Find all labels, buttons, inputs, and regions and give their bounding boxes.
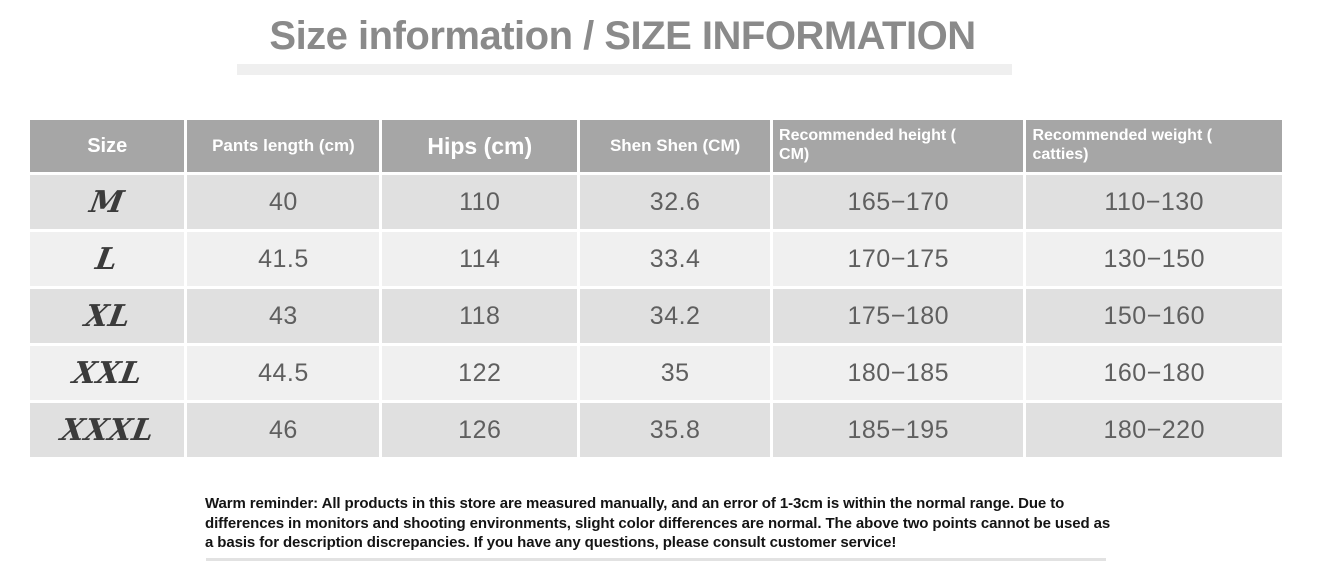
- col-header-pants-length: Pants length (cm): [187, 120, 380, 172]
- size-label: L: [93, 241, 122, 277]
- size-label: XL: [81, 298, 134, 334]
- title-underline: [237, 64, 1012, 75]
- size-cell: XL: [30, 289, 185, 343]
- col-header-hips: Hips (cm): [382, 120, 578, 172]
- rec-height-cell: 180−185: [773, 346, 1024, 400]
- hips-cell: 114: [382, 232, 578, 286]
- hips-cell: 122: [382, 346, 578, 400]
- hips-cell: 118: [382, 289, 578, 343]
- col-header-size: Size: [30, 120, 185, 172]
- pants-length-cell: 40: [187, 175, 380, 229]
- size-cell: XXL: [30, 346, 185, 400]
- rec-weight-cell: 180−220: [1026, 403, 1282, 457]
- table-row: XL 43 118 34.2 175−180 150−160: [30, 289, 1282, 343]
- hips-cell: 126: [382, 403, 578, 457]
- col-header-rec-height-label: Recommended height ( CM): [779, 127, 956, 163]
- pants-length-cell: 41.5: [187, 232, 380, 286]
- rec-weight-cell: 160−180: [1026, 346, 1282, 400]
- col-header-rec-weight-label: Recommended weight ( catties): [1032, 127, 1213, 163]
- rec-weight-cell: 110−130: [1026, 175, 1282, 229]
- col-header-rec-height: Recommended height ( CM): [773, 120, 1024, 172]
- rec-weight-cell: 130−150: [1026, 232, 1282, 286]
- note-underline: [206, 558, 1106, 561]
- table-row: L 41.5 114 33.4 170−175 130−150: [30, 232, 1282, 286]
- shen-shen-cell: 35: [580, 346, 771, 400]
- size-label: M: [87, 184, 128, 220]
- header-row: Size Pants length (cm) Hips (cm) Shen Sh…: [30, 120, 1282, 172]
- pants-length-cell: 44.5: [187, 346, 380, 400]
- size-label: XXXL: [57, 412, 157, 448]
- shen-shen-cell: 32.6: [580, 175, 771, 229]
- shen-shen-cell: 35.8: [580, 403, 771, 457]
- size-cell: L: [30, 232, 185, 286]
- warm-reminder-note: Warm reminder: All products in this stor…: [205, 495, 1111, 551]
- size-table: Size Pants length (cm) Hips (cm) Shen Sh…: [27, 117, 1285, 460]
- rec-height-cell: 175−180: [773, 289, 1024, 343]
- size-label: XXL: [69, 355, 145, 391]
- col-header-shen-shen: Shen Shen (CM): [580, 120, 771, 172]
- page-title: Size information / SIZE INFORMATION: [269, 14, 976, 58]
- col-header-rec-weight: Recommended weight ( catties): [1026, 120, 1282, 172]
- pants-length-cell: 46: [187, 403, 380, 457]
- table-row: M 40 110 32.6 165−170 110−130: [30, 175, 1282, 229]
- rec-weight-cell: 150−160: [1026, 289, 1282, 343]
- pants-length-cell: 43: [187, 289, 380, 343]
- hips-cell: 110: [382, 175, 578, 229]
- size-cell: XXXL: [30, 403, 185, 457]
- shen-shen-cell: 34.2: [580, 289, 771, 343]
- rec-height-cell: 165−170: [773, 175, 1024, 229]
- size-cell: M: [30, 175, 185, 229]
- rec-height-cell: 185−195: [773, 403, 1024, 457]
- table-row: XXL 44.5 122 35 180−185 160−180: [30, 346, 1282, 400]
- table-row: XXXL 46 126 35.8 185−195 180−220: [30, 403, 1282, 457]
- rec-height-cell: 170−175: [773, 232, 1024, 286]
- shen-shen-cell: 33.4: [580, 232, 771, 286]
